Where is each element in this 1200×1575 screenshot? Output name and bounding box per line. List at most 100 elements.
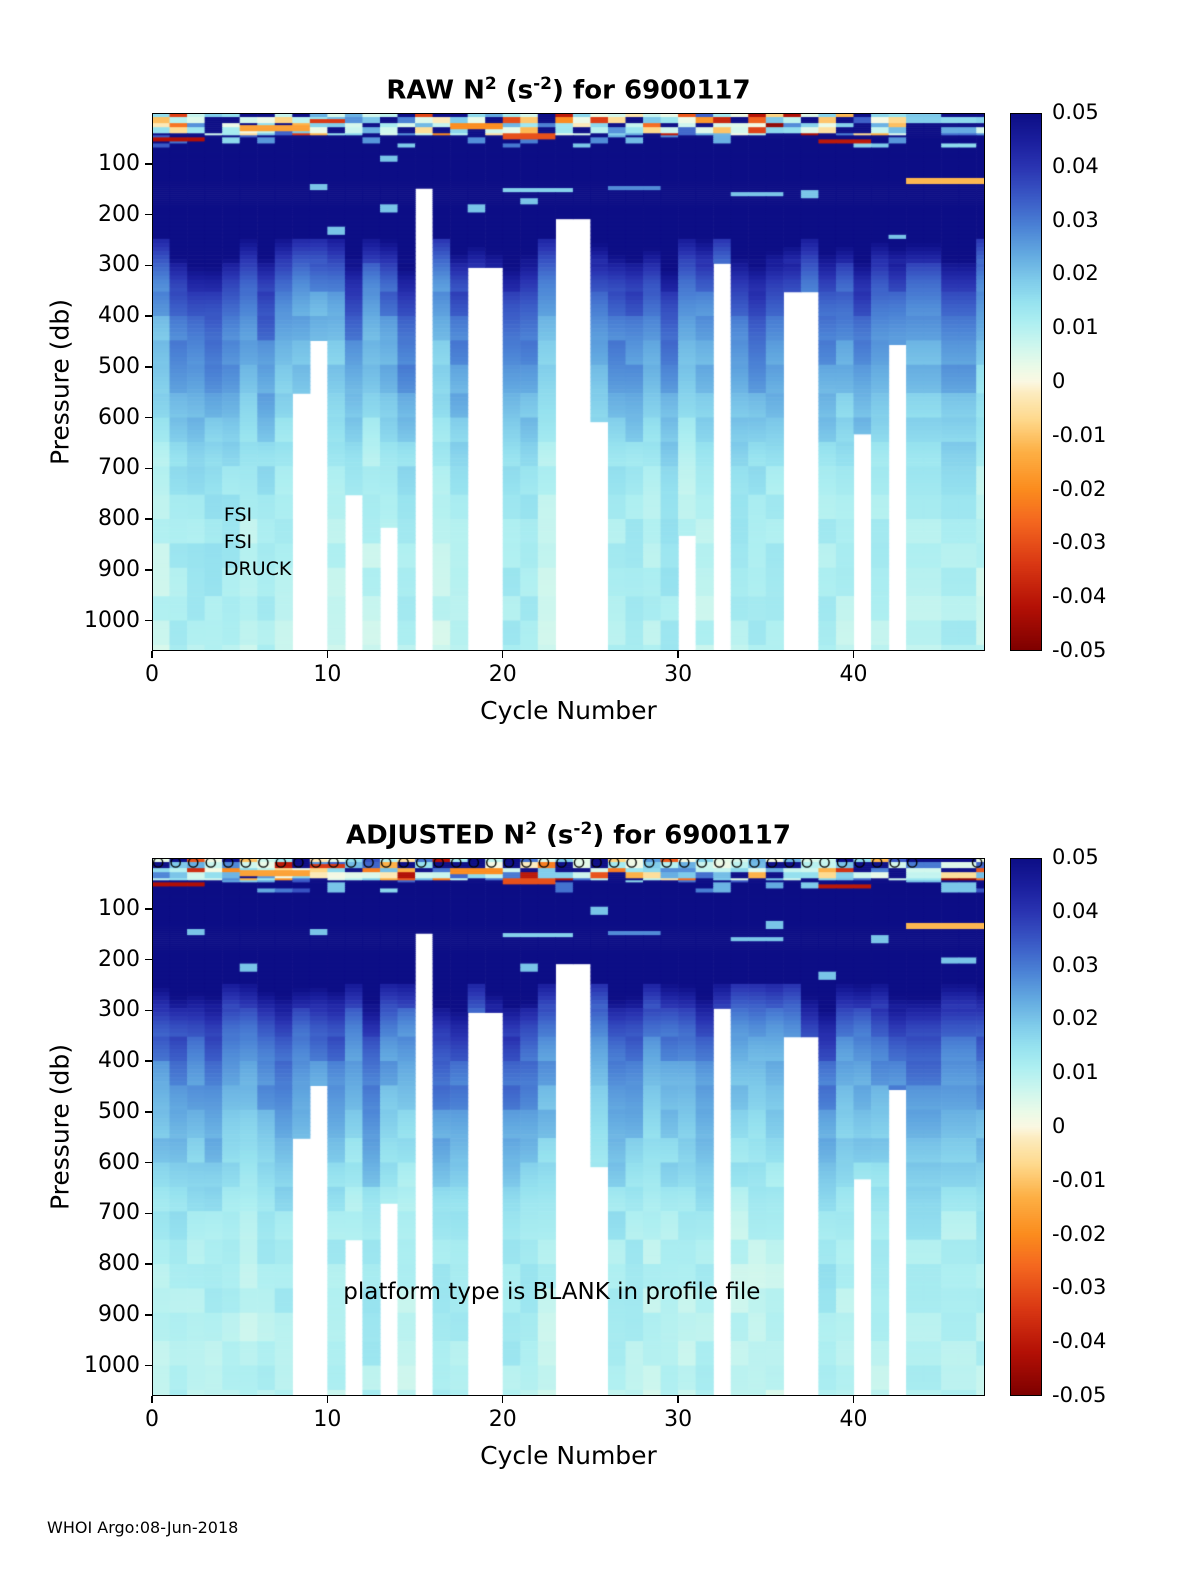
colorbar-tick-label: -0.01 xyxy=(1052,422,1107,447)
y-tick-label: 400 xyxy=(98,303,140,329)
colorbar-canvas-raw xyxy=(1010,113,1042,651)
plot-annotation: DRUCK xyxy=(223,558,292,581)
colorbar-tick-label: -0.03 xyxy=(1052,1275,1107,1300)
cycle-axis-label: Cycle Number xyxy=(480,1441,657,1470)
y-tick-mark xyxy=(145,315,152,317)
colorbar-tick-label: -0.04 xyxy=(1052,1329,1107,1354)
x-tick-label: 0 xyxy=(145,1407,159,1432)
y-tick-mark xyxy=(145,1009,152,1011)
x-tick-label: 10 xyxy=(313,1407,342,1432)
y-tick-mark xyxy=(145,1111,152,1113)
adjusted-heatmap-canvas xyxy=(152,858,985,1396)
y-tick-mark xyxy=(145,908,152,910)
colorbar-tick-label: 0 xyxy=(1052,369,1066,393)
y-tick-mark xyxy=(145,518,152,520)
y-tick-label: 1000 xyxy=(84,607,140,633)
y-tick-mark xyxy=(145,1263,152,1265)
y-tick-label: 900 xyxy=(98,1301,140,1327)
y-tick-label: 1000 xyxy=(84,1352,140,1378)
colorbar-tick-label: -0.04 xyxy=(1052,584,1107,609)
colorbar-tick-label: 0.05 xyxy=(1052,100,1099,124)
raw-n2-title: RAW N2 (s-2) for 6900117 xyxy=(152,74,985,106)
colorbar-tick-label: 0.03 xyxy=(1052,207,1099,232)
x-tick-label: 10 xyxy=(313,662,342,687)
y-tick-mark xyxy=(145,467,152,470)
y-tick-label: 700 xyxy=(98,455,140,481)
y-tick-mark xyxy=(145,213,152,216)
y-tick-mark xyxy=(145,1212,152,1215)
y-tick-label: 500 xyxy=(98,353,140,379)
x-tick-label: 20 xyxy=(488,662,517,687)
x-tick-label: 20 xyxy=(488,1407,517,1432)
x-tick-mark xyxy=(852,1396,855,1403)
x-tick-label: 40 xyxy=(839,662,868,687)
x-tick-mark xyxy=(151,1396,153,1403)
y-tick-label: 800 xyxy=(98,506,140,532)
x-tick-label: 0 xyxy=(145,662,159,687)
x-tick-mark xyxy=(852,651,855,658)
colorbar-tick-label: 0.02 xyxy=(1052,1006,1099,1031)
colorbar-tick-label: -0.03 xyxy=(1052,530,1107,555)
x-tick-mark xyxy=(151,651,153,658)
title-superscript: -2 xyxy=(533,74,552,94)
y-tick-mark xyxy=(145,619,152,622)
x-tick-mark xyxy=(501,1396,504,1403)
colorbar-tick-label: -0.05 xyxy=(1052,1383,1107,1407)
y-tick-mark xyxy=(145,1364,152,1367)
colorbar-tick-label: 0.01 xyxy=(1052,315,1099,340)
title-text: ) for 6900117 xyxy=(552,75,751,106)
x-tick-label: 30 xyxy=(664,1407,693,1432)
y-tick-label: 600 xyxy=(98,1149,140,1175)
y-tick-label: 300 xyxy=(98,997,140,1023)
colorbar-tick-label: 0.01 xyxy=(1052,1060,1099,1085)
colorbar-tick-label: 0.02 xyxy=(1052,261,1099,286)
title-superscript: 2 xyxy=(484,74,497,94)
colorbar-tick-label: -0.01 xyxy=(1052,1167,1107,1192)
y-tick-label: 200 xyxy=(98,201,140,227)
title-text: (s xyxy=(537,820,574,851)
y-tick-mark xyxy=(145,1060,152,1062)
y-tick-label: 100 xyxy=(98,150,140,176)
y-tick-label: 200 xyxy=(98,946,140,972)
colorbar-tick-label: -0.02 xyxy=(1052,476,1107,501)
x-tick-mark xyxy=(326,1396,329,1403)
x-tick-mark xyxy=(677,1396,679,1403)
plot-annotation: FSI xyxy=(223,531,253,554)
y-tick-mark xyxy=(145,958,152,961)
x-tick-mark xyxy=(501,651,504,658)
plot-annotation: FSI xyxy=(223,504,253,527)
adjusted-n2-title: ADJUSTED N2 (s-2) for 6900117 xyxy=(152,819,985,851)
x-tick-mark xyxy=(326,651,329,658)
title-text: ADJUSTED N xyxy=(346,820,526,851)
plot-annotation: platform type is BLANK in profile file xyxy=(343,1278,761,1305)
x-tick-label: 30 xyxy=(664,662,693,687)
colorbar-tick-label: -0.02 xyxy=(1052,1221,1107,1246)
y-tick-label: 700 xyxy=(98,1200,140,1226)
title-text: RAW N xyxy=(386,75,485,106)
y-tick-label: 600 xyxy=(98,404,140,430)
y-tick-mark xyxy=(145,163,152,165)
y-tick-mark xyxy=(145,264,152,266)
x-tick-mark xyxy=(677,651,679,658)
y-tick-label: 100 xyxy=(98,895,140,921)
title-superscript: -2 xyxy=(573,819,593,839)
title-text: (s xyxy=(496,75,534,106)
y-tick-mark xyxy=(145,1161,152,1164)
title-text: ) for 6900117 xyxy=(592,820,791,851)
colorbar-tick-label: 0 xyxy=(1052,1114,1066,1138)
colorbar-tick-label: 0.03 xyxy=(1052,952,1099,977)
colorbar-tick-label: 0.04 xyxy=(1052,153,1099,178)
figure-footer: WHOI Argo:08-Jun-2018 xyxy=(47,1518,239,1537)
colorbar-tick-label: -0.05 xyxy=(1052,638,1107,662)
y-tick-mark xyxy=(145,366,152,368)
y-tick-label: 900 xyxy=(98,556,140,582)
colorbar-canvas-adjusted xyxy=(1010,858,1042,1396)
colorbar-tick-label: 0.04 xyxy=(1052,898,1099,923)
y-tick-mark xyxy=(145,416,152,419)
title-superscript: 2 xyxy=(525,819,537,839)
colorbar-tick-label: 0.05 xyxy=(1052,845,1099,869)
x-tick-label: 40 xyxy=(839,1407,868,1432)
y-tick-label: 400 xyxy=(98,1048,140,1074)
y-tick-mark xyxy=(145,1314,152,1316)
